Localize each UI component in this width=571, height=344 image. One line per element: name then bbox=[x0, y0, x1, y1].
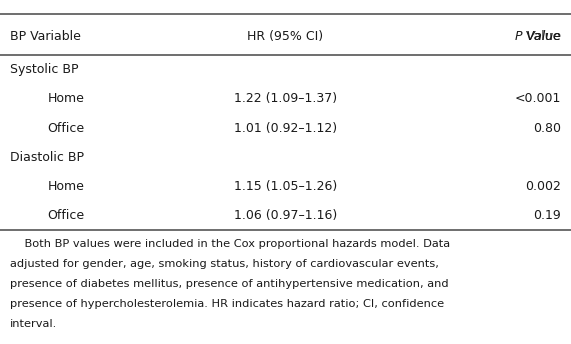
Text: Both BP values were included in the Cox proportional hazards model. Data: Both BP values were included in the Cox … bbox=[10, 239, 451, 249]
Text: 1.01 (0.92–1.12): 1.01 (0.92–1.12) bbox=[234, 122, 337, 135]
Text: 0.19: 0.19 bbox=[533, 209, 561, 222]
Text: Diastolic BP: Diastolic BP bbox=[10, 151, 85, 164]
Text: presence of hypercholesterolemia. HR indicates hazard ratio; CI, confidence: presence of hypercholesterolemia. HR ind… bbox=[10, 299, 444, 309]
Text: adjusted for gender, age, smoking status, history of cardiovascular events,: adjusted for gender, age, smoking status… bbox=[10, 259, 439, 269]
Text: 1.06 (0.97–1.16): 1.06 (0.97–1.16) bbox=[234, 209, 337, 222]
Text: interval.: interval. bbox=[10, 319, 58, 329]
Text: <0.001: <0.001 bbox=[514, 93, 561, 105]
Text: 1.15 (1.05–1.26): 1.15 (1.05–1.26) bbox=[234, 180, 337, 193]
Text: Home: Home bbox=[47, 180, 85, 193]
Text: Home: Home bbox=[47, 93, 85, 105]
Text: Systolic BP: Systolic BP bbox=[10, 63, 79, 76]
Text: 1.22 (1.09–1.37): 1.22 (1.09–1.37) bbox=[234, 93, 337, 105]
Text: BP Variable: BP Variable bbox=[10, 30, 81, 43]
Text: Office: Office bbox=[47, 209, 85, 222]
Text: P Value: P Value bbox=[514, 30, 561, 43]
Text: presence of diabetes mellitus, presence of antihypertensive medication, and: presence of diabetes mellitus, presence … bbox=[10, 279, 449, 289]
Text: Value: Value bbox=[522, 30, 561, 43]
Text: 0.80: 0.80 bbox=[533, 122, 561, 135]
Text: HR (95% CI): HR (95% CI) bbox=[247, 30, 324, 43]
Text: 0.002: 0.002 bbox=[525, 180, 561, 193]
Text: Office: Office bbox=[47, 122, 85, 135]
